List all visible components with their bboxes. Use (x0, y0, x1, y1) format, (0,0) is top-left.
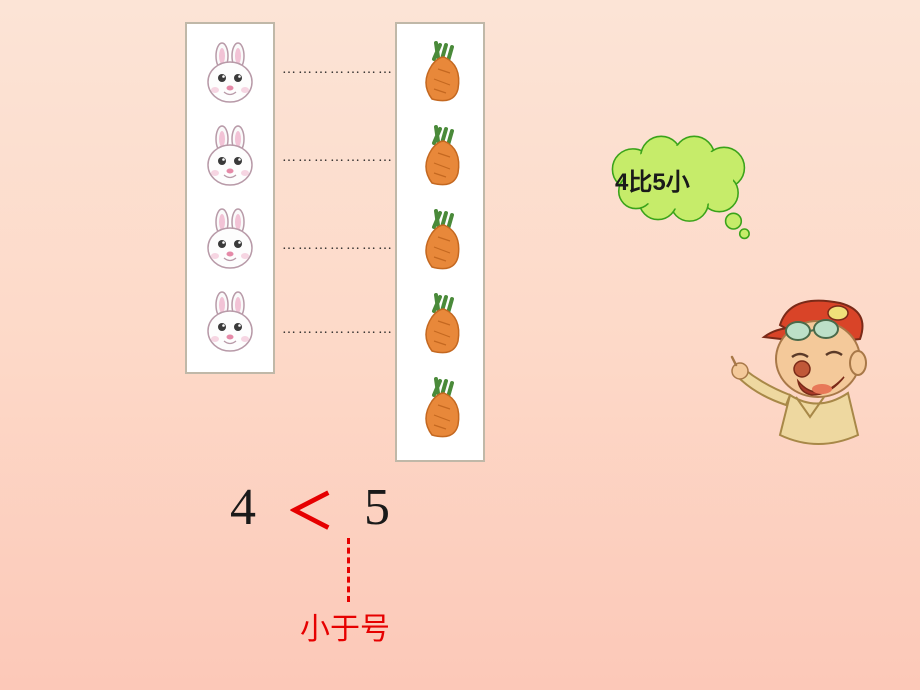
connector-dots: ………………… (282, 238, 394, 254)
rabbit-icon (195, 121, 265, 193)
equation-right-number: 5 (364, 478, 390, 537)
less-than-label: 小于号 (300, 604, 390, 648)
carrot-icon (405, 38, 475, 110)
carrot-icon (405, 374, 475, 446)
rabbit-column (185, 22, 275, 374)
carrot-icon (405, 122, 475, 194)
equation-left-number: 4 (230, 478, 256, 537)
comparison-equation: 4 ＜ 5 (230, 472, 390, 542)
carrot-icon (405, 290, 475, 362)
rabbit-icon (195, 204, 265, 276)
carrot-icon (405, 206, 475, 278)
pointer-line (347, 538, 350, 602)
boy-character-icon (720, 285, 880, 455)
rabbit-icon (195, 287, 265, 359)
connector-dots: ………………… (282, 150, 394, 166)
connector-dots: ………………… (282, 62, 394, 78)
thought-bubble-text: 4比5小 (615, 162, 690, 197)
rabbit-icon (195, 38, 265, 110)
connector-dots: ………………… (282, 322, 394, 338)
carrot-column (395, 22, 485, 462)
less-than-sign: ＜ (286, 472, 334, 542)
